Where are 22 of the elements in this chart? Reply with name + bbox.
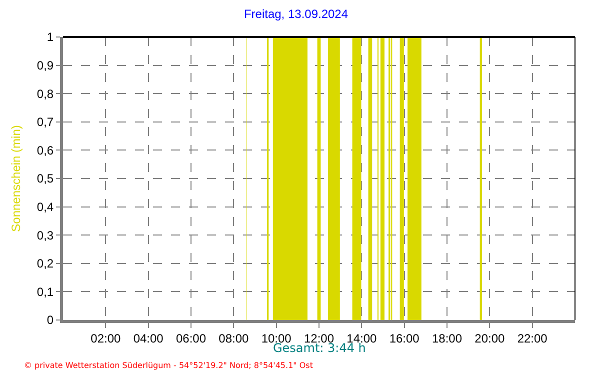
x-tick-label: 20:00 bbox=[474, 331, 506, 346]
x-tick-label: 08:00 bbox=[218, 331, 250, 346]
x-tick-label: 22:00 bbox=[517, 331, 548, 346]
x-tick-label: 18:00 bbox=[432, 331, 462, 346]
y-tick-label: 0,1 bbox=[36, 284, 54, 299]
chart-title: Freitag, 13.09.2024 bbox=[244, 7, 348, 21]
y-tick-label: 0,6 bbox=[36, 143, 54, 158]
y-tick-label: 0,3 bbox=[36, 228, 54, 242]
y-axis-title: Sonnenschein (min) bbox=[9, 125, 24, 232]
text: © private Wetterstation Süderlügum - 54°52'19.2" Nord; 8°54'45.1" Ost bbox=[24, 361, 313, 370]
y-tick-label: 0,7 bbox=[36, 115, 54, 130]
x-tick-label: 04:00 bbox=[133, 331, 164, 346]
x-tick-label: 02:00 bbox=[90, 331, 122, 346]
x-tick-label: 16:00 bbox=[389, 331, 420, 346]
y-tick-label: 0 bbox=[46, 313, 54, 328]
y-tick-label: 0,4 bbox=[36, 200, 54, 214]
y-tick-label: 0,9 bbox=[36, 58, 54, 72]
y-tick-label: 1 bbox=[46, 30, 54, 44]
y-tick-label: 0,8 bbox=[36, 86, 54, 101]
y-tick-label: 0,5 bbox=[36, 172, 54, 186]
x-tick-label: 06:00 bbox=[176, 331, 206, 346]
y-tick-label: 0,2 bbox=[36, 256, 54, 271]
